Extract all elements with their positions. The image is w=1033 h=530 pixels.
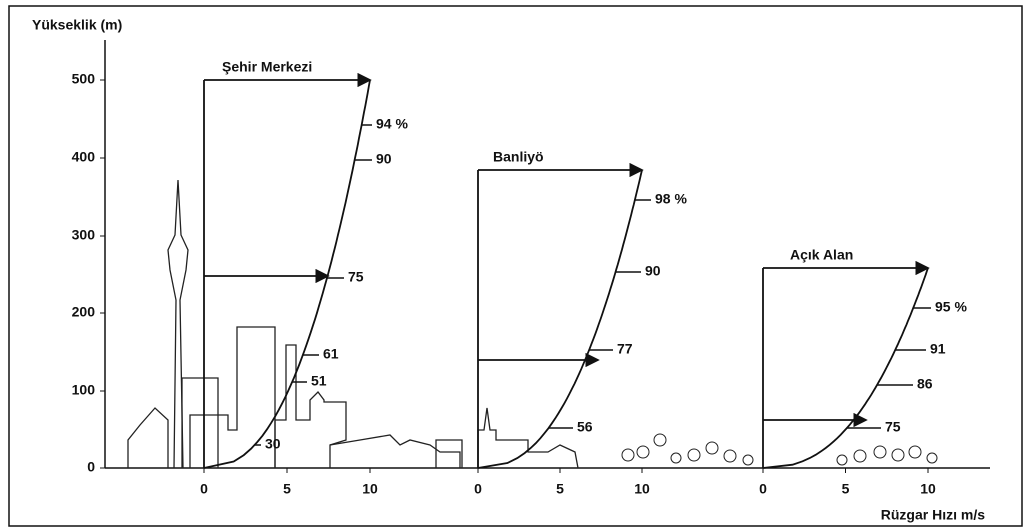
curve-label: 77	[617, 341, 633, 357]
x-tick-label: 0	[759, 481, 767, 497]
open-field	[836, 445, 938, 466]
curve-label: 75	[348, 269, 364, 285]
x-tick-label: 10	[920, 481, 936, 497]
x-tick-label: 5	[556, 481, 564, 497]
curve-label: 61	[323, 346, 339, 362]
y-tick-label: 200	[72, 304, 96, 320]
wind-profile	[477, 169, 643, 469]
panel-title: Banliyö	[493, 149, 544, 165]
curve-label: 90	[645, 263, 661, 279]
x-tick-label: 10	[634, 481, 650, 497]
x-tick-label: 0	[200, 481, 208, 497]
y-tick-label: 400	[72, 149, 96, 165]
curve-label: 94 %	[376, 116, 408, 132]
curve-label: 95 %	[935, 299, 967, 315]
y-axis-label: Yükseklik (m)	[32, 17, 122, 33]
x-tick-label: 5	[842, 481, 850, 497]
curve-label: 75	[885, 419, 901, 435]
panel-title: Şehir Merkezi	[222, 59, 312, 75]
curve-label: 30	[265, 436, 281, 452]
wind-profile	[762, 267, 929, 469]
x-tick-label: 5	[283, 481, 291, 497]
x-axis-label: Rüzgar Hızı m/s	[881, 507, 985, 523]
city-skyline	[127, 179, 463, 469]
y-tick-label: 500	[72, 71, 96, 87]
wind-profile	[203, 79, 371, 469]
y-tick-label: 0	[87, 459, 95, 475]
curve-label: 86	[917, 376, 933, 392]
y-tick-label: 300	[72, 227, 96, 243]
curve-label: 91	[930, 341, 946, 357]
curve-label: 56	[577, 419, 593, 435]
curve-label: 51	[311, 373, 327, 389]
curve-label: 98 %	[655, 191, 687, 207]
panel-title: Açık Alan	[790, 247, 853, 263]
suburb-skyline	[477, 407, 754, 469]
curve-label: 90	[376, 151, 392, 167]
y-tick-label: 100	[72, 382, 96, 398]
x-tick-label: 10	[362, 481, 378, 497]
x-tick-label: 0	[474, 481, 482, 497]
frame	[8, 5, 1023, 527]
